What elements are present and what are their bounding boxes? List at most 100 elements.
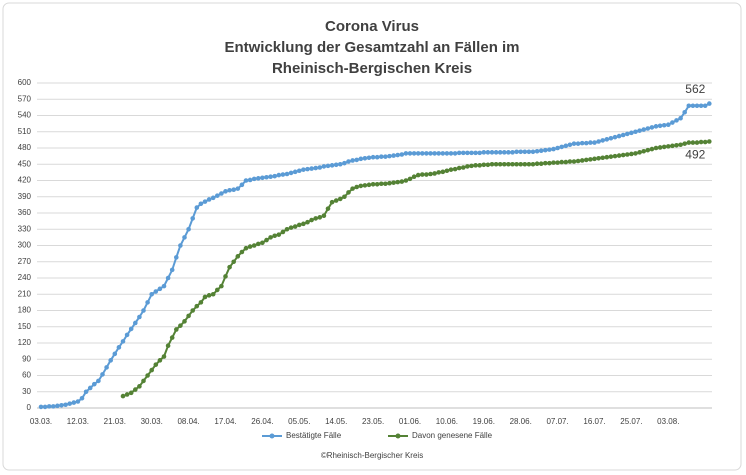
point <box>461 165 466 170</box>
point <box>473 163 478 168</box>
point <box>686 140 692 145</box>
y-tick-label: 390 <box>18 192 32 201</box>
point <box>342 160 347 166</box>
x-tick-label: 28.06. <box>510 417 532 426</box>
point <box>465 164 470 169</box>
point <box>707 101 712 106</box>
point <box>137 384 142 389</box>
point <box>661 144 667 150</box>
x-tick-label: 12.03. <box>67 417 89 426</box>
point <box>678 115 683 121</box>
point <box>194 205 200 210</box>
point <box>358 156 364 162</box>
point <box>506 150 511 155</box>
point <box>268 174 273 180</box>
point <box>260 240 265 246</box>
point <box>182 235 187 240</box>
point <box>276 232 282 237</box>
point <box>563 159 569 165</box>
point <box>190 308 195 313</box>
point <box>354 157 360 163</box>
point <box>551 160 556 165</box>
chart-title: Rheinisch-Bergischen Kreis <box>272 60 472 77</box>
point <box>444 168 450 174</box>
point <box>629 151 634 157</box>
point <box>366 182 372 188</box>
point <box>223 189 228 194</box>
x-tick-label: 07.07. <box>546 417 568 426</box>
point <box>645 147 651 153</box>
point <box>588 140 593 145</box>
point <box>104 365 109 370</box>
point <box>100 372 105 377</box>
point <box>522 161 528 167</box>
point <box>206 293 212 298</box>
point <box>342 194 347 200</box>
point <box>518 149 523 155</box>
point <box>702 103 708 109</box>
point <box>194 303 200 309</box>
point <box>604 137 610 142</box>
x-tick-label: 30.03. <box>141 417 163 426</box>
point <box>186 226 191 232</box>
point <box>395 152 401 158</box>
y-tick-label: 120 <box>18 338 32 347</box>
point <box>182 319 187 324</box>
point <box>383 154 388 159</box>
point <box>657 145 663 150</box>
point <box>133 320 138 326</box>
point <box>456 165 462 171</box>
point <box>452 166 458 172</box>
point <box>600 155 605 161</box>
point <box>526 149 532 155</box>
point <box>305 166 310 172</box>
point <box>575 141 581 146</box>
y-tick-label: 480 <box>18 143 32 152</box>
point <box>288 170 294 176</box>
point <box>637 150 642 155</box>
point <box>128 326 134 332</box>
point <box>178 243 183 248</box>
point <box>682 141 687 146</box>
point <box>481 150 487 155</box>
point <box>161 283 167 289</box>
point <box>370 154 376 160</box>
point <box>149 291 154 297</box>
point <box>465 150 470 156</box>
point <box>79 395 85 401</box>
point <box>690 103 696 109</box>
point <box>625 152 630 157</box>
y-tick-label: 90 <box>22 354 31 363</box>
point <box>514 161 519 167</box>
legend-label: Bestätigte Fälle <box>286 431 342 440</box>
point <box>157 286 163 292</box>
point <box>461 150 466 156</box>
point <box>448 167 454 172</box>
y-tick-label: 420 <box>18 176 32 185</box>
point <box>440 151 446 156</box>
point <box>694 103 700 109</box>
point <box>280 172 286 177</box>
point <box>247 177 253 183</box>
point <box>625 131 630 137</box>
point <box>354 184 360 190</box>
x-tick-label: 01.06. <box>399 417 421 426</box>
point <box>92 381 97 387</box>
point <box>555 145 560 151</box>
point <box>133 387 138 392</box>
point <box>362 183 368 188</box>
y-tick-label: 540 <box>18 111 32 120</box>
point <box>436 151 442 156</box>
point <box>202 294 208 300</box>
point <box>448 151 454 156</box>
point <box>547 147 552 152</box>
point <box>75 399 81 404</box>
point <box>379 181 384 187</box>
point <box>239 182 245 188</box>
point <box>559 159 564 165</box>
x-tick-label: 05.05. <box>288 417 310 426</box>
point <box>338 196 343 202</box>
point <box>657 123 663 129</box>
point <box>645 126 651 131</box>
point <box>165 343 171 349</box>
